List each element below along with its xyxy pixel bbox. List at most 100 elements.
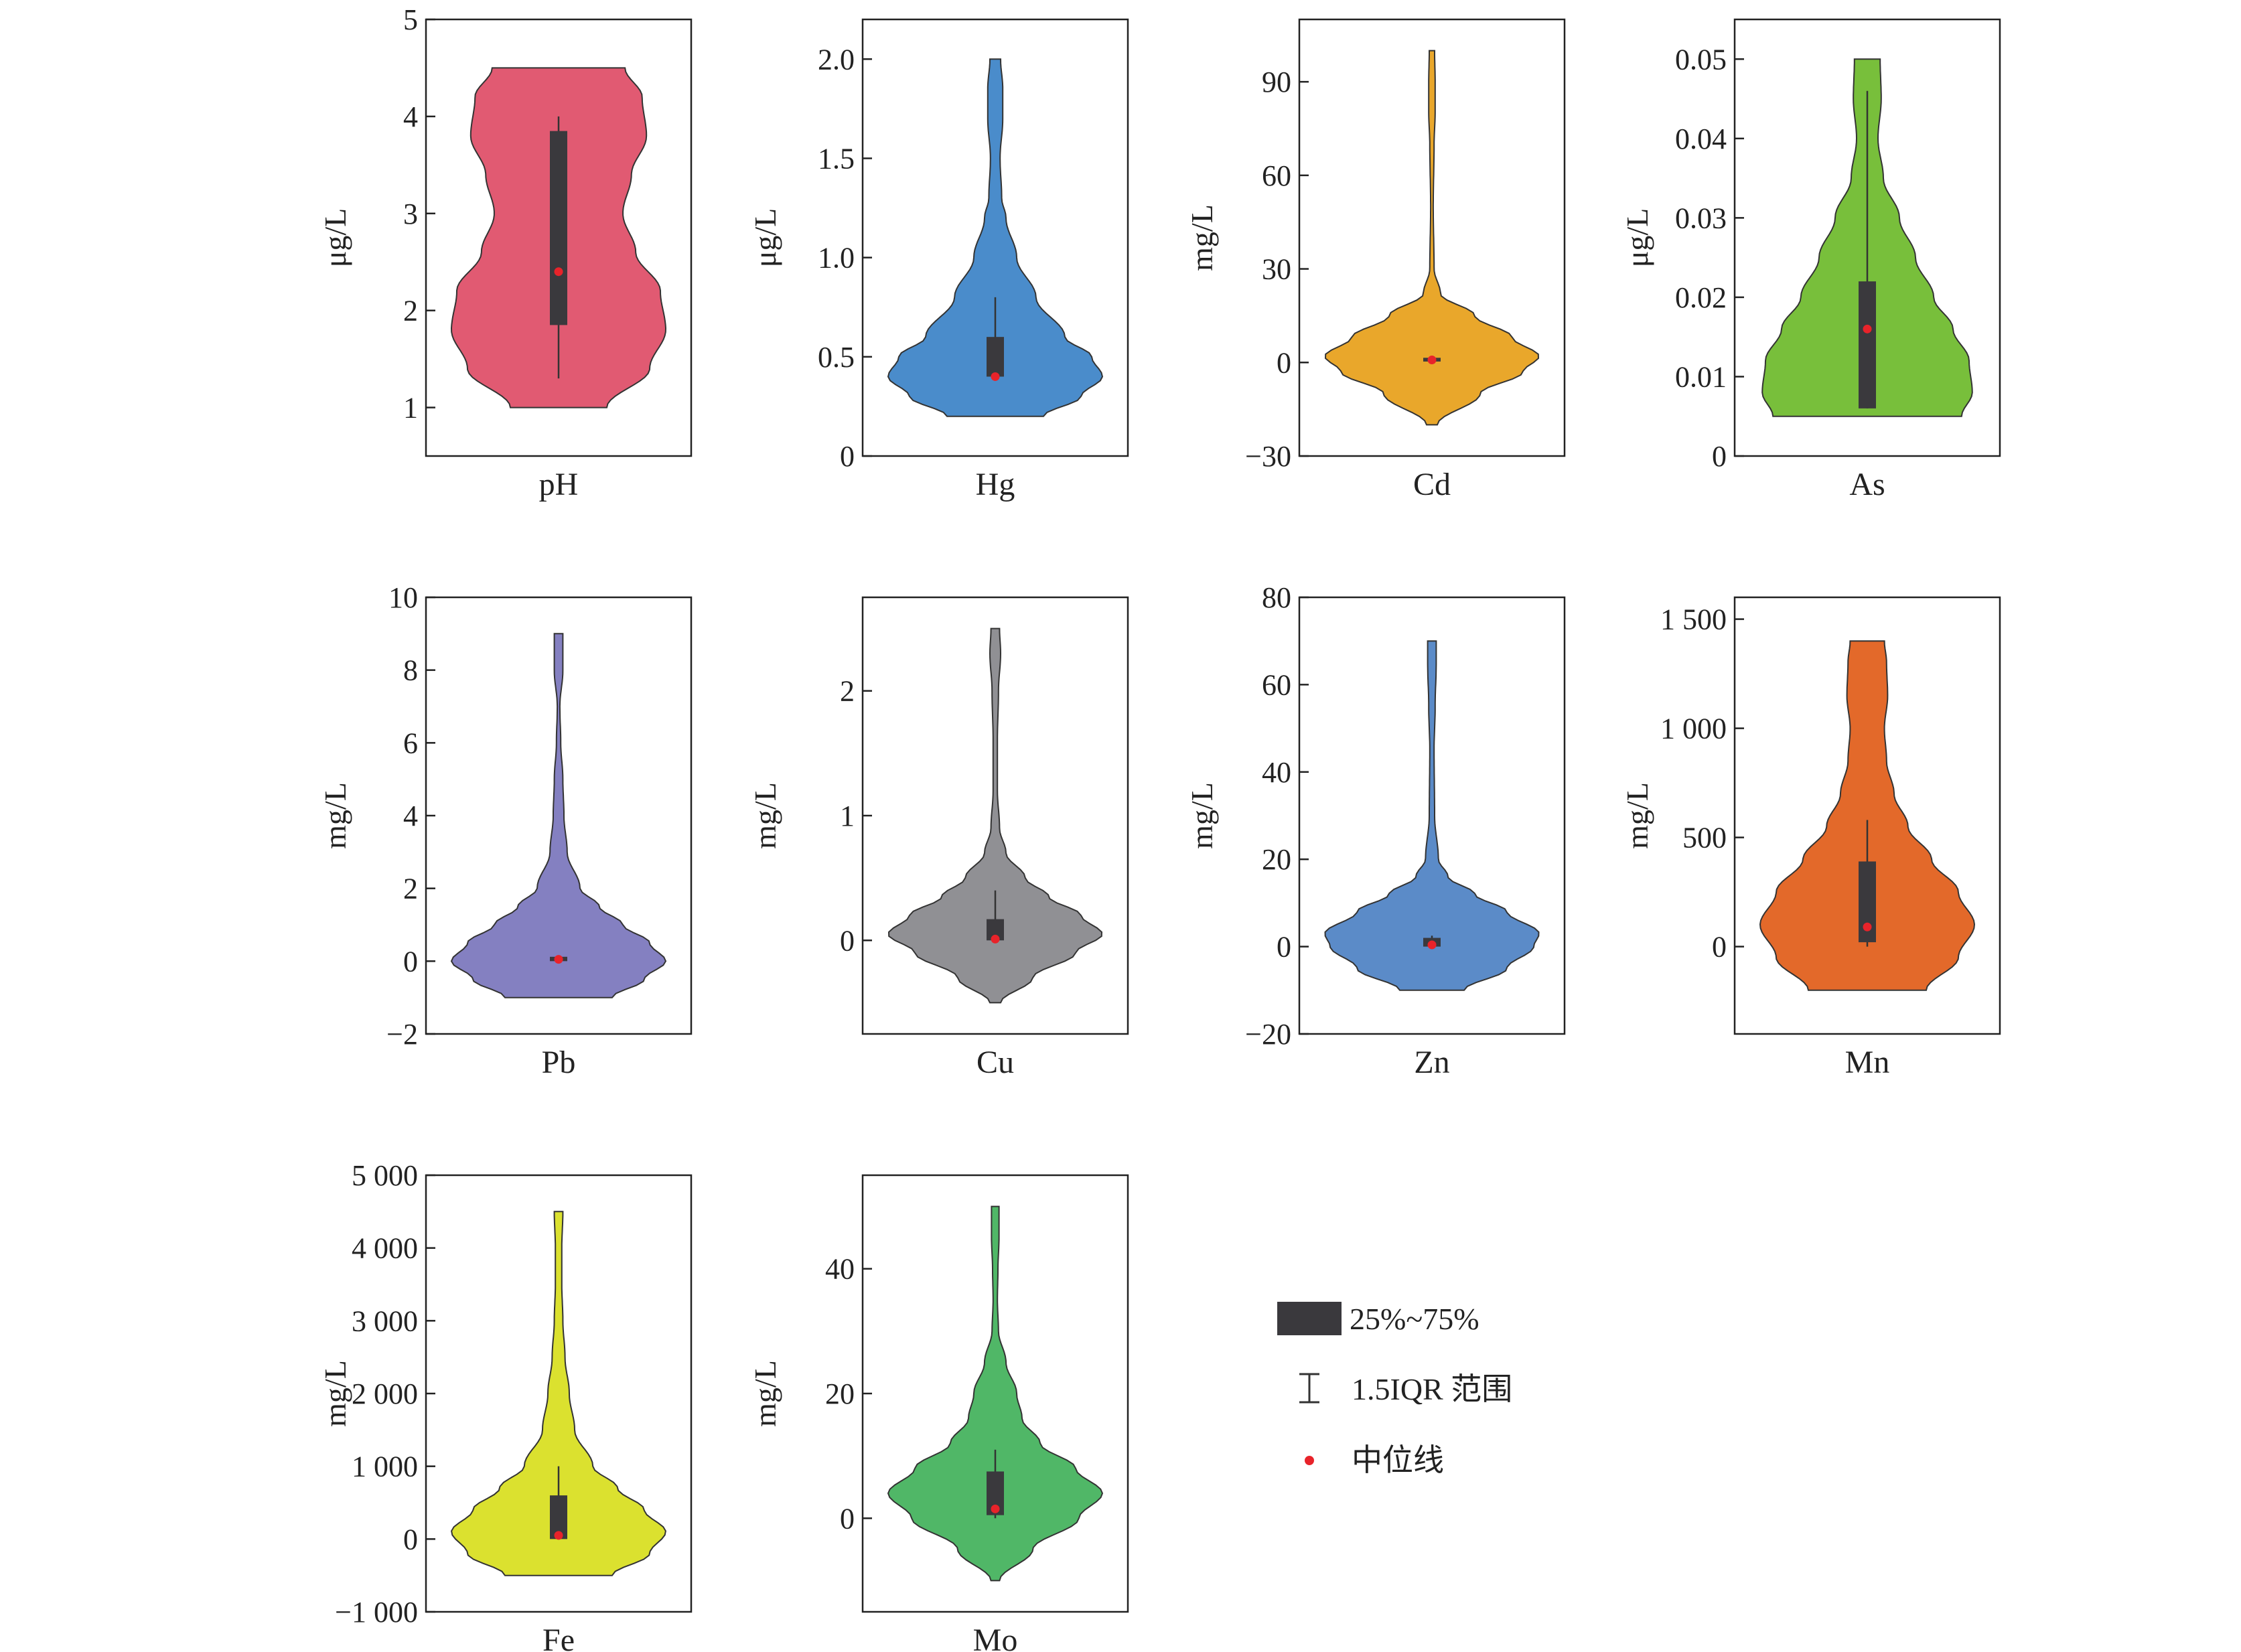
y-tick-label: 0 — [403, 945, 418, 978]
y-tick-label: 0.04 — [1675, 123, 1727, 155]
y-tick-label: 4 000 — [352, 1232, 418, 1265]
panel-mn: 0 500 1 000 1 500 mg/L Mn — [1620, 596, 2001, 1080]
y-tick-label: 2 — [840, 675, 855, 708]
y-tick-label: 6 — [403, 727, 418, 759]
panel-fe: −1 000 0 1 000 2 000 3 000 4 000 5 000 mg/L Fe — [318, 1159, 693, 1652]
y-tick-label: 2 — [403, 295, 418, 327]
median-dot — [1863, 922, 1872, 931]
plot-frame — [425, 18, 693, 457]
y-axis-unit-label: μg/L — [1620, 208, 1654, 268]
y-tick-label: 60 — [1262, 668, 1291, 701]
y-tick-label: 4 — [403, 800, 418, 832]
median-dot — [1863, 324, 1872, 333]
y-axis-unit-label: mg/L — [318, 782, 352, 849]
legend: 25%~75% 1.5IQR 范围 中位线 — [1277, 1302, 1512, 1477]
y-tick-label: 2.0 — [818, 43, 855, 76]
y-tick-label: 40 — [1262, 756, 1291, 789]
y-tick-label: 3 000 — [352, 1304, 418, 1337]
panel-pb: −2 0 2 4 6 8 10 mg/L Pb — [318, 581, 693, 1080]
median-dot — [554, 1531, 563, 1540]
y-axis-unit-label: mg/L — [748, 782, 782, 849]
panel-zn: −20 0 20 40 60 80 mg/L Zn — [1185, 581, 1566, 1080]
y-tick-label: 0 — [1277, 346, 1291, 379]
y-tick-label: 0 — [1712, 440, 1727, 473]
median-dot — [554, 955, 563, 964]
y-tick-label: 0 — [1712, 931, 1727, 964]
y-tick-label: 1 — [840, 800, 855, 832]
category-label: pH — [539, 467, 579, 502]
y-tick-label: 1.0 — [818, 242, 855, 275]
violin-body — [887, 1205, 1104, 1582]
y-axis-unit-label: mg/L — [1185, 782, 1219, 849]
category-label: Cu — [977, 1045, 1014, 1080]
violin-panels: 12345μg/LpH00.51.01.52.0μg/LHg−300306090… — [318, 3, 2001, 1652]
y-tick-label: 1 000 — [352, 1450, 418, 1483]
violin-body — [450, 633, 667, 998]
iqr-box — [987, 337, 1004, 377]
legend-median-label: 中位线 — [1352, 1443, 1444, 1477]
y-tick-label: 1.5 — [818, 142, 855, 175]
y-tick-label: 3 — [403, 198, 418, 230]
y-tick-label: 0.05 — [1675, 43, 1727, 76]
violin-body — [451, 1211, 666, 1576]
median-dot — [991, 1504, 1000, 1513]
y-tick-label: 0 — [840, 924, 855, 957]
y-tick-label: 4 — [403, 100, 418, 133]
violin-body — [1759, 640, 1976, 991]
plot-frame — [1298, 596, 1566, 1035]
y-tick-label: 0 — [840, 440, 855, 473]
y-tick-label: 2 — [403, 873, 418, 905]
y-tick-label: 2 000 — [352, 1377, 418, 1410]
median-dot — [991, 372, 1000, 381]
y-tick-label: −1 000 — [335, 1596, 418, 1629]
violin-body — [1324, 640, 1540, 991]
y-axis-unit-label: μg/L — [748, 208, 782, 268]
median-dot — [554, 267, 563, 277]
iqr-box — [1859, 281, 1876, 408]
category-label: Pb — [542, 1045, 576, 1080]
y-axis-unit-label: mg/L — [318, 1360, 352, 1427]
y-tick-label: 30 — [1262, 253, 1291, 286]
category-label: Fe — [543, 1623, 575, 1652]
y-tick-label: 8 — [403, 654, 418, 687]
iqr-box — [550, 131, 567, 325]
y-tick-label: 20 — [1262, 843, 1291, 876]
y-axis-unit-label: mg/L — [1620, 782, 1654, 849]
panel-cd: −30 0 30 60 90 mg/L Cd — [1185, 18, 1566, 502]
y-axis-unit-label: mg/L — [1185, 204, 1219, 271]
legend-median-dot — [1305, 1456, 1314, 1465]
y-tick-label: 1 500 — [1660, 603, 1727, 636]
panel-ph: 1 2 3 4 5 μg/L pH — [318, 3, 693, 502]
median-dot — [1427, 356, 1437, 365]
y-tick-label: 0 — [403, 1523, 418, 1556]
y-tick-label: 1 000 — [1660, 712, 1727, 745]
y-tick-label: 500 — [1682, 822, 1727, 854]
y-tick-label: 0.02 — [1675, 281, 1727, 314]
median-dot — [991, 934, 1000, 944]
y-tick-label: 90 — [1262, 66, 1291, 98]
plot-frame — [1733, 18, 2001, 457]
category-label: Mo — [973, 1623, 1018, 1652]
category-label: Zn — [1414, 1045, 1449, 1080]
y-tick-label: 5 — [403, 3, 418, 36]
legend-whisker-symbol — [1299, 1373, 1319, 1404]
y-tick-label: 20 — [825, 1377, 855, 1410]
y-tick-label: 40 — [825, 1253, 855, 1286]
legend-whisker-label: 1.5IQR 范围 — [1352, 1372, 1512, 1406]
y-tick-label: 60 — [1262, 159, 1291, 192]
y-tick-label: 0.01 — [1675, 360, 1727, 393]
panel-hg: 0 0.5 1.0 1.5 2.0 μg/L Hg — [748, 18, 1129, 502]
y-tick-label: 10 — [388, 581, 418, 614]
plot-frame — [1298, 18, 1566, 457]
y-tick-label: 5 000 — [352, 1159, 418, 1192]
y-tick-label: 80 — [1262, 581, 1291, 614]
y-tick-label: 0.5 — [818, 341, 855, 374]
violin-body — [1324, 50, 1540, 426]
violin-body — [887, 627, 1103, 1004]
y-tick-label: 0 — [840, 1502, 855, 1535]
legend-box-swatch — [1277, 1302, 1342, 1335]
median-dot — [1427, 940, 1437, 950]
category-label: Cd — [1413, 467, 1451, 502]
y-tick-label: −30 — [1245, 440, 1291, 473]
